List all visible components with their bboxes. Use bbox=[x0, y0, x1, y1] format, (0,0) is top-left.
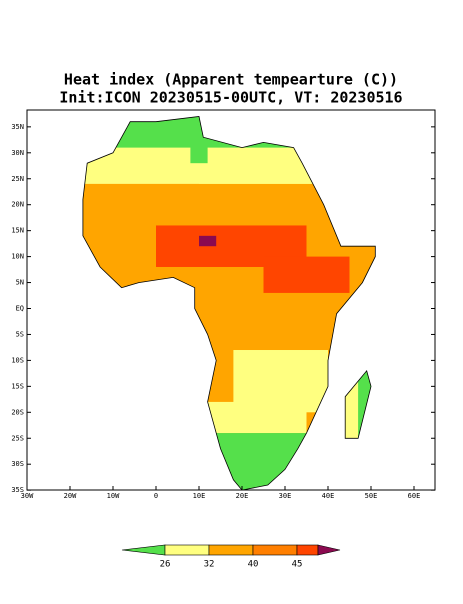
lon-label: 50E bbox=[365, 492, 378, 500]
lat-label: 20S bbox=[11, 408, 24, 416]
colorbar-label: 26 bbox=[160, 560, 171, 570]
lon-label: 20W bbox=[64, 492, 77, 500]
lon-label: 40E bbox=[322, 492, 335, 500]
heat-region bbox=[199, 235, 217, 247]
lat-label: EQ bbox=[16, 305, 24, 313]
colorbar-high bbox=[317, 544, 341, 556]
africa-outline bbox=[82, 116, 376, 491]
heat-region bbox=[82, 183, 199, 216]
lat-label: 15S bbox=[11, 382, 24, 390]
lat-label: 25N bbox=[11, 175, 24, 183]
lon-label: 10E bbox=[193, 492, 206, 500]
lat-label: 30S bbox=[11, 460, 24, 468]
colorbar-label: 45 bbox=[292, 560, 303, 570]
lat-label: 10S bbox=[11, 356, 24, 364]
lat-label: 5S bbox=[16, 330, 24, 338]
heat-region bbox=[207, 401, 307, 434]
lat-label: 30N bbox=[11, 149, 24, 157]
lat-label: 15N bbox=[11, 227, 24, 235]
subtitle: Init:ICON 20230515-00UTC, VT: 20230516 bbox=[59, 89, 402, 107]
lon-label: 0 bbox=[154, 492, 158, 500]
lon-label: 10W bbox=[107, 492, 120, 500]
lat-label: 35S bbox=[11, 486, 24, 494]
heat-region bbox=[233, 350, 328, 413]
lat-label: 25S bbox=[11, 434, 24, 442]
colorbar-segment bbox=[208, 544, 254, 556]
lat-label: 20N bbox=[11, 201, 24, 209]
heat-region bbox=[263, 256, 350, 293]
lat-label: 35N bbox=[11, 123, 24, 131]
colorbar-low bbox=[121, 544, 166, 556]
lat-label: 5N bbox=[16, 279, 24, 287]
colorbar-segment bbox=[252, 544, 298, 556]
colorbar: 26 32 40 45 bbox=[121, 544, 341, 570]
lon-label: 30E bbox=[279, 492, 292, 500]
colorbar-label: 32 bbox=[204, 560, 215, 570]
lat-label: 10N bbox=[11, 253, 24, 261]
colorbar-segment bbox=[164, 544, 210, 556]
ticks: 35N 30N 25N 20N 15N 10N 5N EQ 5S 10S 15S 20S 25S 30S 3… bbox=[11, 123, 435, 500]
colorbar-segment bbox=[296, 544, 319, 556]
lon-label: 60E bbox=[408, 492, 421, 500]
colorbar-label: 40 bbox=[248, 560, 259, 570]
lon-label: 30W bbox=[21, 492, 34, 500]
madagascar-outline bbox=[344, 369, 372, 439]
title: Heat index (Apparent tempearture (C)) bbox=[64, 71, 398, 89]
lon-label: 20E bbox=[236, 492, 249, 500]
